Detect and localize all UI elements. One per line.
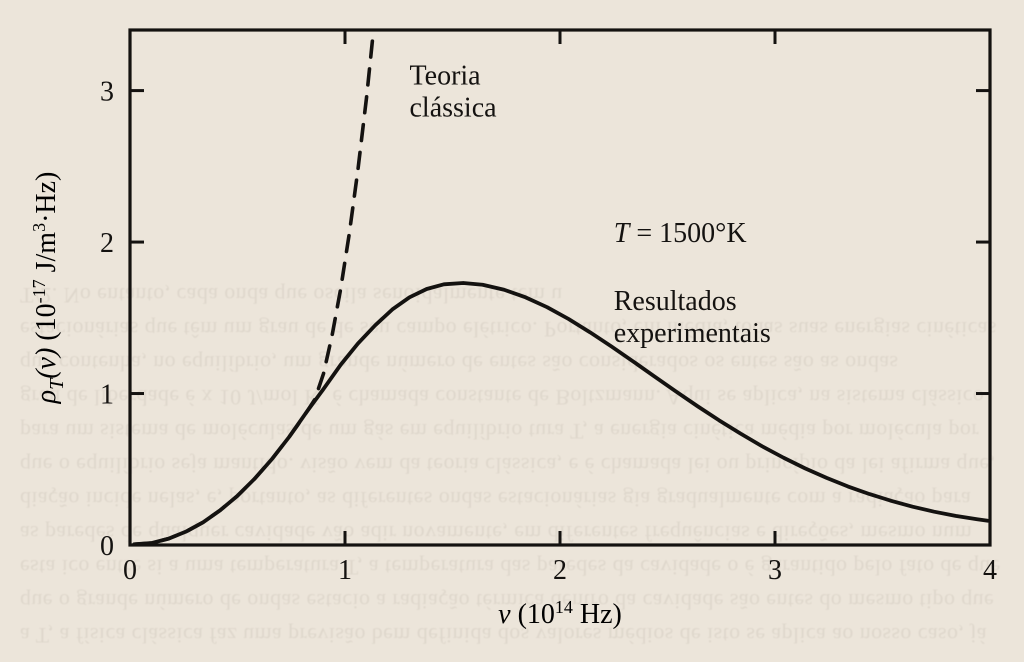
- page-root: a T, a física clássica faz uma previsão …: [0, 0, 1024, 662]
- x-tick-label: 1: [338, 555, 352, 586]
- x-ticks-top: [130, 30, 990, 44]
- x-tick-label: 3: [768, 555, 782, 586]
- y-axis-label: ρT(ν) (10-17 J/m3·Hz): [29, 172, 68, 405]
- x-tick-label: 0: [123, 555, 137, 586]
- label-experimental: Resultadosexperimentais: [614, 286, 771, 349]
- x-axis-label: ν (1014 Hz): [498, 597, 622, 630]
- y-tick-label: 3: [100, 77, 114, 108]
- axes-box: [130, 30, 990, 545]
- blackbody-chart: Teoriaclássica T = 1500°K Resultadosexpe…: [0, 0, 1024, 662]
- curve-classical: [134, 15, 375, 544]
- x-ticks: [130, 531, 990, 545]
- y-ticks: [130, 91, 144, 545]
- label-temperature: T = 1500°K: [614, 218, 747, 249]
- y-tick-label: 2: [100, 228, 114, 259]
- label-classical: Teoriaclássica: [410, 61, 498, 124]
- y-tick-label: 0: [100, 531, 114, 562]
- x-tick-label: 2: [553, 555, 567, 586]
- curve-experimental: [134, 283, 988, 544]
- x-tick-labels: 0 1 2 3 4: [123, 555, 997, 586]
- y-tick-label: 1: [100, 380, 114, 411]
- y-ticks-right: [976, 91, 990, 545]
- x-tick-label: 4: [983, 555, 997, 586]
- y-tick-labels: 0 1 2 3: [100, 77, 114, 562]
